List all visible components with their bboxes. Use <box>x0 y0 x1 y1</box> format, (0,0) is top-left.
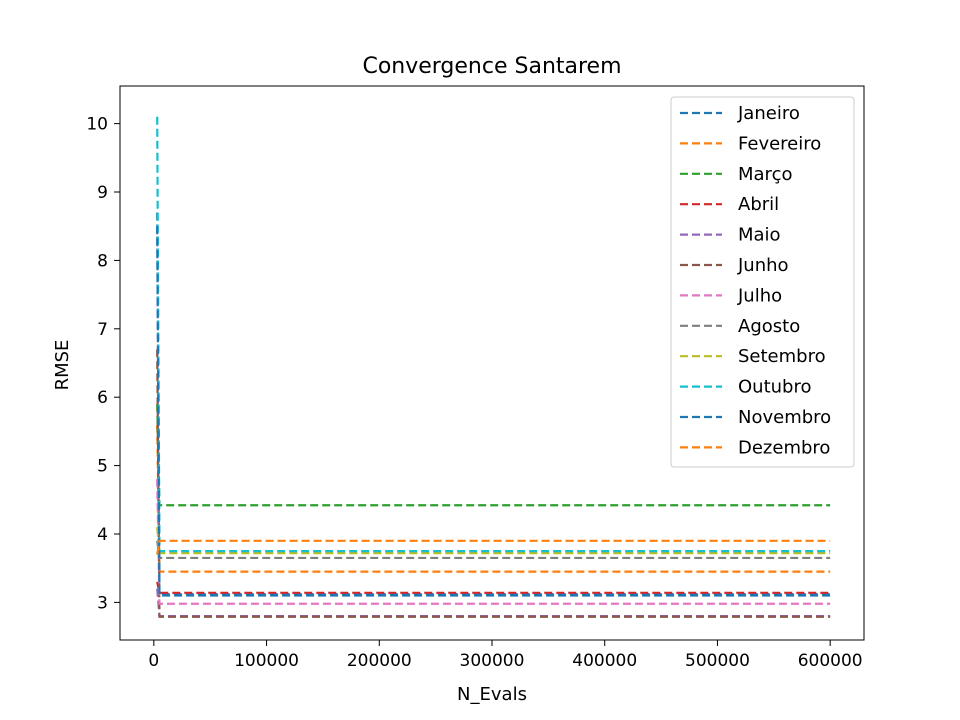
legend: Janeiro Fevereiro Março Abril Maio Junho Julho… <box>670 96 855 468</box>
y-tick-label: 7 <box>97 320 108 340</box>
series-line-12 <box>156 539 831 555</box>
legend-label: Junho <box>737 255 789 276</box>
x-tick-label: 500000 <box>685 651 750 671</box>
y-axis-label: RMSE <box>52 340 73 391</box>
legend-items: Janeiro Fevereiro Março Abril Maio Junho Julho… <box>680 103 831 458</box>
series-line-6 <box>156 349 831 618</box>
x-tick-label: 300000 <box>460 651 525 671</box>
legend-label: Novembro <box>738 407 831 428</box>
legend-label: Fevereiro <box>738 133 821 154</box>
legend-label: Outubro <box>738 377 812 398</box>
legend-label: Abril <box>738 194 779 215</box>
series-line-11 <box>156 226 831 597</box>
x-axis-label: N_Evals <box>457 684 527 705</box>
y-tick-label: 3 <box>97 593 108 613</box>
legend-label: Setembro <box>738 346 826 367</box>
legend-label: Janeiro <box>737 103 800 124</box>
y-tick-label: 8 <box>97 251 108 271</box>
series-line-4 <box>156 581 831 594</box>
legend-label: Dezembro <box>738 437 830 458</box>
y-tick-label: 10 <box>86 115 108 135</box>
legend-label: Maio <box>738 225 781 246</box>
legend-box <box>670 96 855 468</box>
series-layer <box>156 116 831 618</box>
legend-label: Julho <box>737 285 782 306</box>
x-axis: 0 100000 200000 300000 400000 500000 600000 <box>148 640 863 671</box>
y-tick-label: 6 <box>97 388 108 408</box>
chart-title: Convergence Santarem <box>362 54 621 79</box>
x-tick-label: 400000 <box>572 651 637 671</box>
legend-label: Março <box>738 164 792 185</box>
x-tick-label: 200000 <box>347 651 412 671</box>
y-tick-label: 5 <box>97 457 108 477</box>
x-tick-label: 600000 <box>798 651 863 671</box>
x-tick-label: 0 <box>148 651 159 671</box>
y-tick-label: 9 <box>97 183 108 203</box>
x-tick-label: 100000 <box>234 651 299 671</box>
y-tick-label: 4 <box>97 525 108 545</box>
legend-label: Agosto <box>738 316 800 337</box>
y-axis: 3 4 5 6 7 8 9 10 <box>86 115 120 613</box>
